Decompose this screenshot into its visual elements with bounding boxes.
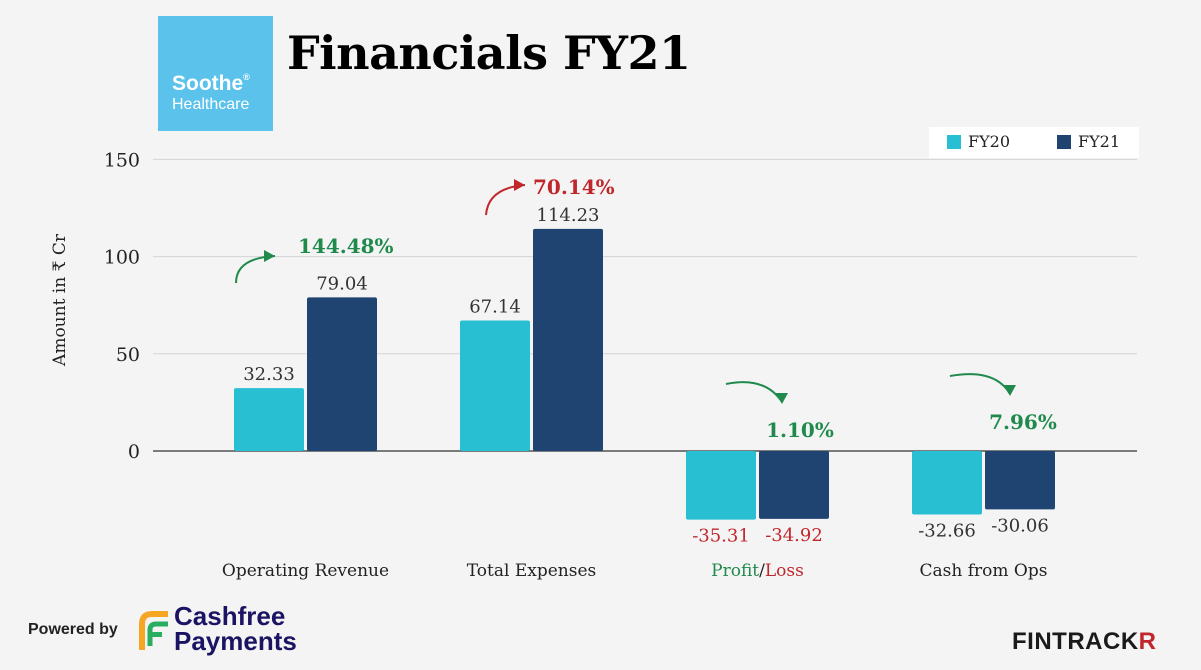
soothe-healthcare-logo: Soothe® Healthcare — [158, 16, 273, 131]
bar-fy21-3 — [985, 451, 1055, 510]
change-arrowhead-3 — [1004, 385, 1016, 396]
data-label-fy20-2: -35.31 — [692, 526, 750, 547]
legend-swatch-fy20 — [947, 134, 961, 149]
change-arrowhead-1 — [514, 179, 525, 191]
bar-fy21-2 — [759, 451, 829, 519]
cashfree-logo-icon — [139, 611, 168, 650]
bar-fy20-2 — [686, 451, 756, 520]
change-label-3: 7.96% — [989, 410, 1057, 434]
change-arrow-2 — [725, 381, 783, 403]
cashfree-logo-line2: Payments — [174, 626, 297, 656]
change-arrowhead-2 — [776, 393, 788, 404]
data-label-fy20-1: 67.14 — [469, 296, 521, 317]
legend-item-fy21: FY21 — [1057, 132, 1120, 151]
cashfree-logo-line1: Cashfree — [174, 601, 286, 631]
logo-brand-subtitle: Healthcare — [172, 96, 250, 113]
data-label-fy21-1: 114.23 — [537, 205, 600, 226]
y-axis-label: Amount in ₹ Cr — [50, 233, 70, 367]
bar-fy20-3 — [912, 451, 982, 515]
change-arrow-0 — [235, 255, 276, 284]
cashfree-payments-logo: Cashfree Payments — [174, 601, 297, 656]
change-arrow-3 — [949, 373, 1011, 395]
change-label-1: 70.14% — [533, 175, 615, 199]
powered-by-label: Powered by — [28, 621, 118, 638]
bar-fy20-1 — [460, 320, 530, 451]
page-title: Financials FY21 — [287, 26, 691, 80]
logo-brand-name: Soothe® — [172, 72, 250, 95]
data-label-fy20-0: 32.33 — [243, 364, 295, 385]
legend-label-fy21: FY21 — [1078, 132, 1121, 151]
change-label-2: 1.10% — [766, 418, 834, 442]
y-tick-label-100: 100 — [104, 247, 140, 269]
data-label-fy21-0: 79.04 — [316, 273, 368, 294]
category-label-0: Operating Revenue — [222, 561, 389, 581]
y-tick-label-0: 0 — [128, 441, 140, 463]
y-tick-label-50: 50 — [116, 344, 140, 366]
bar-fy21-1 — [533, 228, 603, 451]
bar-fy20-0 — [234, 388, 304, 451]
fintrackr-logo-r: R — [1138, 628, 1157, 655]
bar-fy21-0 — [307, 297, 377, 451]
category-label-3: Cash from Ops — [920, 561, 1048, 581]
change-arrowhead-0 — [264, 250, 275, 262]
legend-label-fy20: FY20 — [968, 132, 1011, 151]
change-label-0: 144.48% — [298, 234, 394, 258]
legend-item-fy20: FY20 — [947, 132, 1010, 151]
legend-swatch-fy21 — [1057, 134, 1071, 149]
change-arrow-1 — [485, 184, 526, 216]
data-label-fy20-3: -32.66 — [918, 520, 976, 541]
y-tick-label-150: 150 — [104, 149, 140, 171]
category-label-2: Profit/Loss — [711, 561, 804, 581]
data-label-fy21-2: -34.92 — [765, 525, 823, 546]
fintrackr-logo-main: FINTRACK — [1012, 628, 1139, 655]
data-label-fy21-3: -30.06 — [991, 515, 1049, 536]
chart-legend: FY20 FY21 — [929, 127, 1139, 158]
fintrackr-logo: FINTRACKR — [1012, 628, 1157, 656]
category-label-1: Total Expenses — [467, 561, 596, 581]
